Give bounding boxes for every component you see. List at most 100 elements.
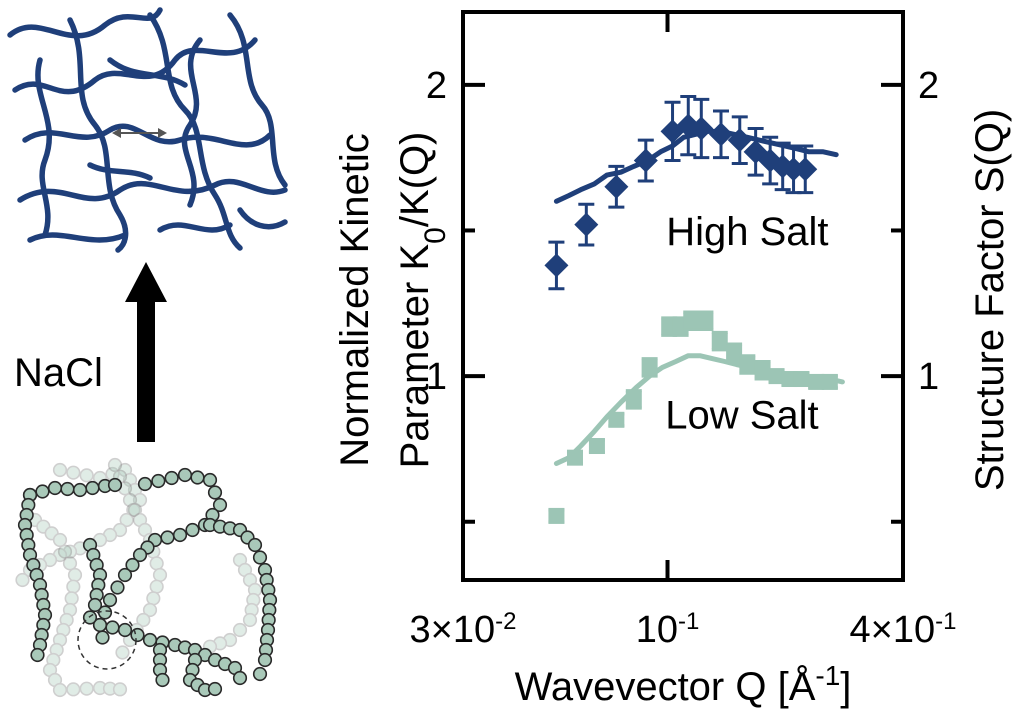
bead [202,472,218,488]
data-point-diamond [604,174,629,199]
bead [105,620,120,635]
bead [119,512,134,528]
bead [112,522,128,538]
y-tick-labels: 1 2 1 2 [426,65,939,398]
bead [232,622,248,638]
bead [151,473,166,489]
bead [66,465,81,480]
x-tick-label: 4×10-1 [850,608,957,652]
bead [42,552,58,568]
bead [52,632,68,648]
bead [152,567,168,583]
bead [232,552,248,568]
bead [207,681,223,697]
bead [57,544,73,559]
bead [132,547,148,563]
bead [122,472,138,488]
bead [95,630,110,645]
bead [92,680,108,696]
bead [52,682,68,698]
bead [79,681,94,696]
bead [82,610,98,625]
series-annotation: High Salt [666,210,828,254]
data-point-square [726,344,743,361]
data-point-square [548,507,565,524]
bead [67,567,83,583]
bead [102,592,118,608]
bead-chain [202,517,278,682]
y-tick-label-right: 2 [918,65,939,107]
x-axis-label: Wavevector Q [Å-1] [515,660,852,710]
bead [117,622,133,638]
data-point-diamond [708,122,733,147]
bead [44,526,59,541]
x-tick-labels: 3×10-2 10-1 4×10-1 [410,608,957,652]
bead [56,622,71,638]
dashed-blob-circle [77,610,137,670]
plot-frame [461,10,905,582]
data-point-diamond [544,253,569,278]
data-point-square [711,333,728,350]
y-axis-label-right: Structure Factor S(Q) [968,109,1012,491]
bead [35,484,50,499]
bead [112,682,128,697]
data-point-square [608,411,625,428]
y-axis-label-left-line2: Parameter K0/K(Q) [393,132,452,469]
bead [244,602,259,618]
bead [47,672,63,688]
bead [42,662,58,678]
low-salt-polymer-chains-illustration [15,457,278,698]
data-point-diamond [689,116,714,141]
bead [72,482,88,498]
bead [137,522,153,538]
bead [257,652,273,668]
bead [237,562,253,578]
bead [132,512,148,528]
data-point-square [588,438,605,455]
bead [107,477,123,493]
high-salt-network-illustration [7,7,288,253]
bead [222,632,238,648]
axis-ticks [463,12,903,580]
bead [126,502,141,518]
bead [246,592,261,608]
bead [59,612,74,628]
data-point-square [808,373,825,390]
y-tick-label-left: 1 [426,356,447,398]
y-tick-label-left: 2 [426,65,447,107]
bead [60,481,75,497]
data-point-square [683,312,700,329]
bead [66,682,81,697]
bead [62,556,78,571]
bead [46,652,61,668]
bead [242,612,258,628]
bead [30,647,45,663]
data-point-square [768,368,785,385]
bead [164,470,179,486]
bead-chain [152,642,170,688]
annotation-layer: High Salt Low Salt [665,210,828,438]
data-point-diamond [574,212,599,237]
data-point-square [641,359,658,376]
bead [62,602,78,618]
bead [247,537,263,553]
y-tick-label-right: 1 [918,356,939,398]
bead [136,612,151,628]
bead-chain [27,512,128,698]
bead [87,597,103,613]
bead-chain [22,477,123,503]
bead-chain [82,537,108,625]
bead [155,672,170,688]
nacl-label: NaCl [14,351,103,395]
bead-chain [92,467,228,645]
bead [132,492,148,508]
bead [207,485,223,500]
bead [79,468,94,483]
data-point-diamond [793,157,818,182]
bead [185,522,200,538]
bead [137,476,153,492]
bead [160,530,175,545]
data-point-square [821,373,838,390]
